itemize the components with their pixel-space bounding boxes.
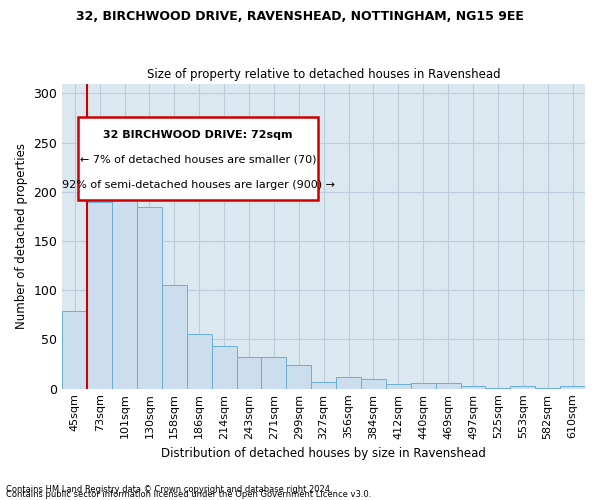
Bar <box>311 382 336 388</box>
Bar <box>511 386 535 388</box>
Text: ← 7% of detached houses are smaller (70): ← 7% of detached houses are smaller (70) <box>80 155 316 165</box>
Bar <box>236 357 262 388</box>
Bar <box>361 379 386 388</box>
Bar <box>386 384 411 388</box>
Bar <box>411 383 436 388</box>
X-axis label: Distribution of detached houses by size in Ravenshead: Distribution of detached houses by size … <box>161 447 486 460</box>
Text: 32 BIRCHWOOD DRIVE: 72sqm: 32 BIRCHWOOD DRIVE: 72sqm <box>103 130 293 140</box>
Bar <box>286 365 311 388</box>
Y-axis label: Number of detached properties: Number of detached properties <box>15 143 28 329</box>
Bar <box>137 206 162 388</box>
Bar <box>62 311 87 388</box>
Text: Contains public sector information licensed under the Open Government Licence v3: Contains public sector information licen… <box>6 490 371 499</box>
Bar <box>436 383 461 388</box>
Bar <box>212 346 236 389</box>
Title: Size of property relative to detached houses in Ravenshead: Size of property relative to detached ho… <box>147 68 500 81</box>
Bar <box>187 334 212 388</box>
Bar <box>112 164 137 388</box>
Bar <box>262 357 286 388</box>
FancyBboxPatch shape <box>78 117 319 200</box>
Bar <box>461 386 485 388</box>
Bar <box>560 386 585 388</box>
Bar <box>162 286 187 389</box>
Text: Contains HM Land Registry data © Crown copyright and database right 2024.: Contains HM Land Registry data © Crown c… <box>6 484 332 494</box>
Text: 32, BIRCHWOOD DRIVE, RAVENSHEAD, NOTTINGHAM, NG15 9EE: 32, BIRCHWOOD DRIVE, RAVENSHEAD, NOTTING… <box>76 10 524 23</box>
Text: 92% of semi-detached houses are larger (900) →: 92% of semi-detached houses are larger (… <box>62 180 335 190</box>
Bar <box>336 377 361 388</box>
Bar <box>87 202 112 388</box>
